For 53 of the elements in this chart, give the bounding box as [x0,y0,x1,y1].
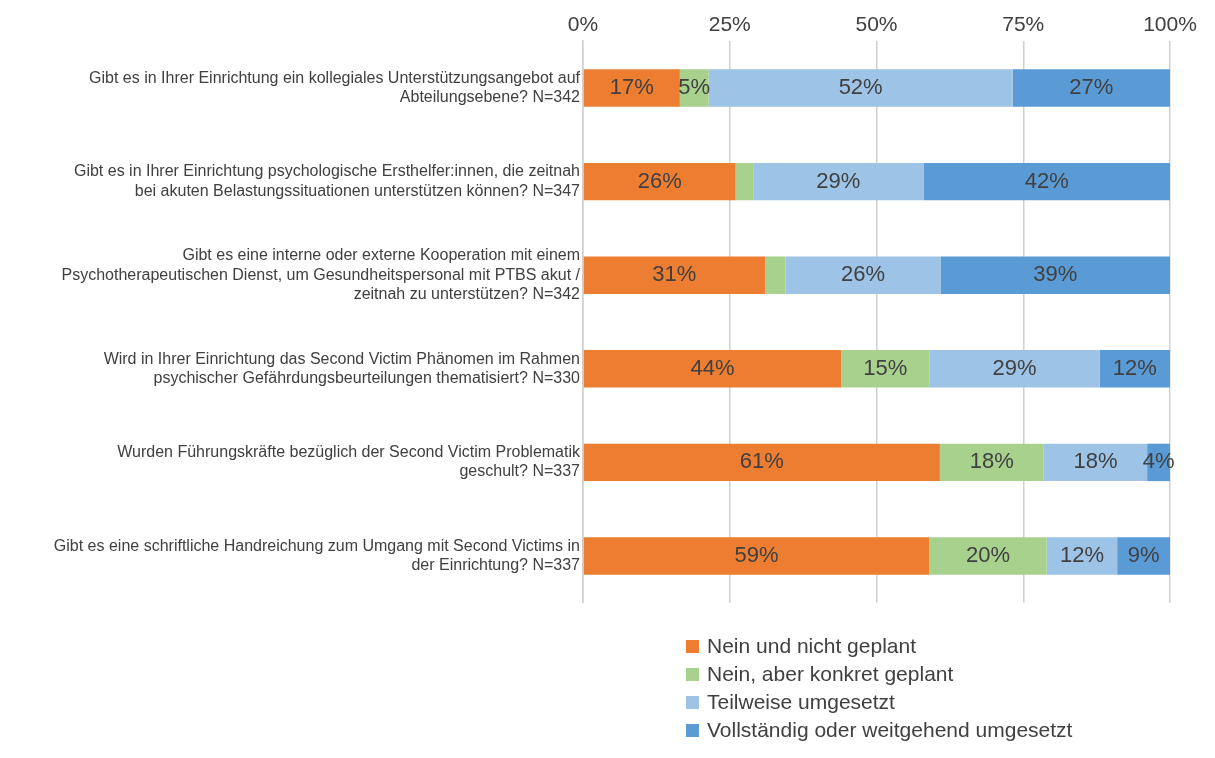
data-label: 52% [838,74,883,100]
x-tick-label: 0% [567,12,599,36]
data-label: 31% [652,261,697,287]
data-label: 12% [1059,542,1104,568]
bar [764,256,786,294]
bar [1012,69,1170,107]
data-label: 29% [992,354,1037,380]
legend-label: Nein, aber konkret geplant [707,661,954,687]
data-label: 9% [1127,542,1160,568]
y-tick-label: Gibt es in Ihrer Einrichtung ein kollegiales Unterstützungsangebot auf Abteilungsebene? N=342 [89,68,581,106]
bar [841,350,930,388]
data-label: 59% [734,542,779,568]
y-tick-label: Gibt es in Ihrer Einrichtung psychologische Ersthelfer:innen, die zeitnah bei akuten Belastungssituationen unterstützen können? N=347 [73,162,581,199]
bar [583,443,940,482]
bar [939,443,1044,482]
y-tick-label: Gibt es eine interne oder externe Kooperation mit einem Psychotherapeutischen Dienst, um Gesundheitspersonal mit PTBS akut / zeitnah zu unterstützen? N=342 [61,246,581,302]
y-tick-label: Wurden Führungskräfte bezüglich der Second Victim Problematik geschult? N=337 [117,443,581,480]
data-label: 18% [1073,448,1118,474]
x-tick-label: 50% [855,12,898,36]
legend-label: Teilweise umgesetzt [707,689,895,715]
data-label: 29% [816,167,861,193]
x-tick-label: 25% [708,12,751,36]
bar [785,256,941,294]
data-label: 26% [840,261,886,287]
data-label: 15% [863,354,908,380]
legend-label: Nein und nicht geplant [707,633,916,659]
data-label: 42% [1024,167,1069,193]
y-tick-label: Wird in Ihrer Einrichtung das Second Victim Phänomen im Rahmen psychischer Gefährdungsbeurteilungen thematisiert? N=330 [103,349,581,386]
bar [735,162,754,201]
bar [583,350,842,388]
data-label: 44% [690,354,735,380]
bar [929,537,1047,575]
x-tick-label: 100% [1143,12,1197,36]
legend-label: Vollständig oder weitgehend umgesetzt [707,717,1073,743]
y-tick-label: Gibt es eine schriftliche Handreichung zum Umgang mit Second Victims in der Einrichtung? N=337 [53,536,581,574]
bar [940,256,1170,294]
data-label: 12% [1112,354,1157,380]
bar [583,162,736,201]
data-label: 26% [637,167,682,193]
bar [753,162,924,201]
data-label: 61% [739,448,784,474]
data-label: 20% [966,542,1011,568]
bar [929,350,1100,388]
bar [583,537,930,575]
data-label: 27% [1069,74,1114,100]
x-tick-label: 75% [1002,12,1045,36]
data-label: 39% [1033,261,1078,287]
data-label: 17% [609,74,654,100]
data-label: 18% [969,448,1014,474]
bar [583,256,765,294]
bar [708,69,1013,107]
bar [583,69,680,107]
bar [923,162,1170,201]
